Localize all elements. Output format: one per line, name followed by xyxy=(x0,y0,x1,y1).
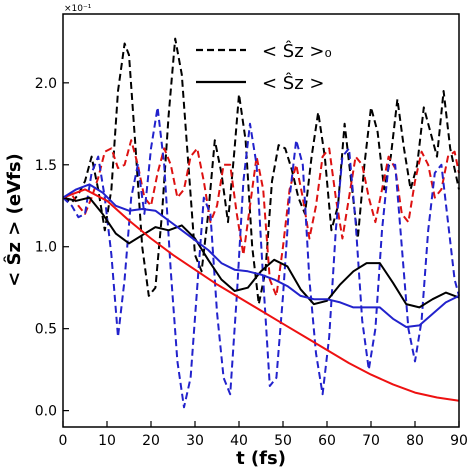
x-axis-label: t (fs) xyxy=(236,448,286,469)
x-tick-label-7: 70 xyxy=(362,433,380,449)
series-layer xyxy=(62,37,460,409)
y-tick-label-3: 1.5 xyxy=(35,158,57,174)
series-line-4 xyxy=(62,188,460,402)
x-tick-label-1: 10 xyxy=(98,433,116,449)
x-tick-label-0: 0 xyxy=(59,433,68,449)
x-tick-label-6: 60 xyxy=(318,433,336,449)
y-tick-label-1: 0.5 xyxy=(35,322,57,338)
y-axis-label: < Ŝz > (eVfs) xyxy=(3,153,25,287)
y-tick-label-2: 1.0 xyxy=(35,240,57,256)
x-tick-label-4: 40 xyxy=(230,433,248,449)
series-line-3 xyxy=(62,196,460,309)
tick-layer: 0 10 20 30 40 50 60 70 80 90 0.0 0.5 1.0 1.5 2.0 xyxy=(35,76,468,449)
series-line-5 xyxy=(62,183,460,328)
y-tick-label-0: 0.0 xyxy=(35,404,57,420)
x-tick-label-9: 90 xyxy=(450,433,468,449)
x-tick-label-5: 50 xyxy=(274,433,292,449)
plot-frame xyxy=(62,13,460,428)
y-tick-label-4: 2.0 xyxy=(35,76,57,92)
x-tick-label-3: 30 xyxy=(186,433,204,449)
series-line-2 xyxy=(62,106,460,409)
series-line-0 xyxy=(62,37,460,306)
x-tick-label-2: 20 xyxy=(142,433,160,449)
offset-text: ×10⁻¹ xyxy=(64,4,92,14)
legend: < Ŝz >₀ < Ŝz > xyxy=(196,40,332,94)
legend-label-0: < Ŝz >₀ xyxy=(262,40,332,62)
legend-label-1: < Ŝz > xyxy=(262,72,324,94)
x-tick-label-8: 80 xyxy=(406,433,424,449)
